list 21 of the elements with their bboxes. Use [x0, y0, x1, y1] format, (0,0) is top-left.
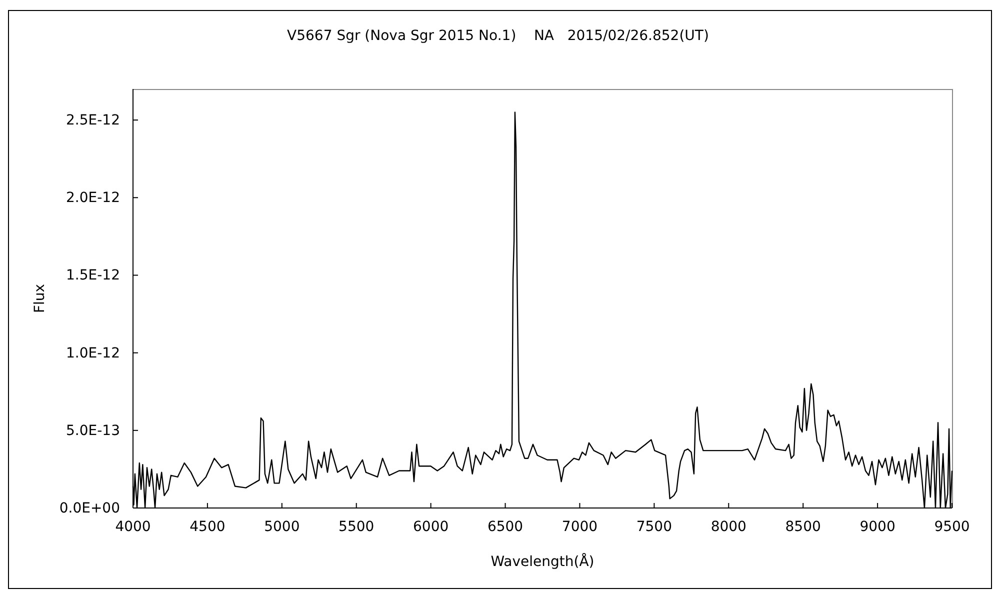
y-axis-title: Flux — [32, 284, 48, 314]
y-tick-label: 0.0E+00 — [59, 500, 120, 516]
chart-title: V5667 Sgr (Nova Sgr 2015 No.1) NA 2015/02/26.852(UT) — [287, 28, 709, 44]
y-tick-label: 2.5E-12 — [66, 112, 120, 129]
y-tick-label: 5.0E-13 — [66, 422, 120, 439]
y-tick-label: 2.0E-12 — [66, 190, 120, 206]
x-tick-label: 8500 — [785, 518, 821, 535]
y-tick-label: 1.0E-12 — [66, 345, 120, 362]
x-tick-label: 5000 — [264, 518, 300, 535]
x-axis-title: Wavelength(Å) — [490, 553, 594, 570]
x-tick-label: 7500 — [636, 518, 672, 535]
x-tick-label: 9000 — [860, 518, 896, 535]
x-tick-label: 5500 — [338, 518, 374, 535]
x-tick-label: 8000 — [710, 518, 746, 535]
x-tick-label: 6000 — [413, 518, 449, 535]
x-tick-label: 4500 — [190, 518, 226, 535]
x-tick-label: 7000 — [562, 518, 598, 535]
x-tick-label: 9500 — [934, 518, 970, 535]
x-tick-label: 4000 — [115, 518, 151, 535]
y-tick-label: 1.5E-12 — [66, 268, 120, 284]
x-tick-label: 6500 — [487, 518, 524, 535]
